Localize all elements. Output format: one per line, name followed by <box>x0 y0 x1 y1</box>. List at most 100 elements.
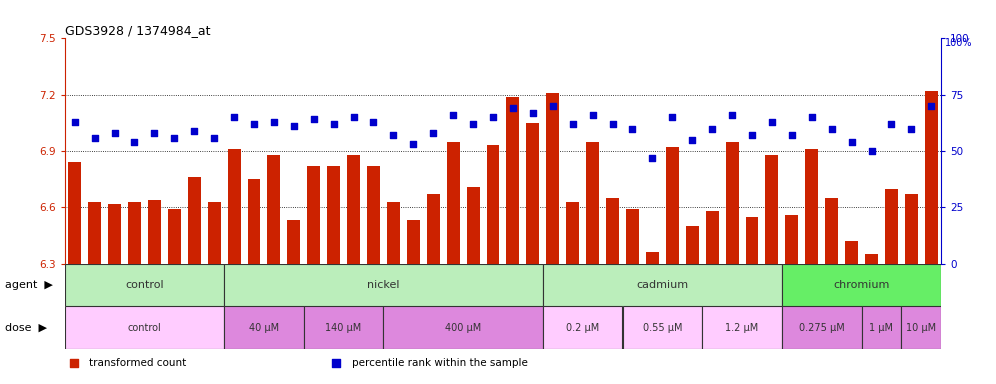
Bar <box>108 204 122 264</box>
Point <box>146 130 162 136</box>
Bar <box>782 264 941 306</box>
Bar <box>785 215 798 264</box>
Text: 400 μM: 400 μM <box>445 323 481 333</box>
Text: 0.275 μM: 0.275 μM <box>799 323 845 333</box>
Text: 0.55 μM: 0.55 μM <box>642 323 682 333</box>
Point <box>206 134 222 141</box>
Text: 1.2 μM: 1.2 μM <box>725 323 759 333</box>
Text: 100%: 100% <box>945 38 973 48</box>
Text: GDS3928 / 1374984_at: GDS3928 / 1374984_at <box>65 24 210 37</box>
Bar <box>845 241 858 264</box>
Point <box>67 119 83 125</box>
Point <box>246 121 262 127</box>
Bar <box>224 264 543 306</box>
Point <box>286 123 302 129</box>
Point <box>425 130 441 136</box>
Point <box>87 134 103 141</box>
Text: control: control <box>127 323 161 333</box>
Point <box>485 114 501 120</box>
Bar <box>543 264 782 306</box>
Bar <box>367 166 379 264</box>
Bar <box>645 252 659 264</box>
Point <box>186 128 202 134</box>
Bar <box>307 166 320 264</box>
Point <box>923 103 939 109</box>
Point <box>545 103 561 109</box>
Point <box>405 141 421 147</box>
Point <box>764 119 780 125</box>
Point <box>575 206 591 212</box>
Point <box>824 126 840 132</box>
Text: agent  ▶: agent ▶ <box>5 280 53 290</box>
Bar <box>685 226 698 264</box>
Bar <box>745 217 758 264</box>
Bar <box>486 146 499 264</box>
Bar <box>304 306 383 349</box>
Bar <box>924 91 937 264</box>
Point <box>585 112 601 118</box>
Text: transformed count: transformed count <box>90 358 186 368</box>
Bar <box>884 189 897 264</box>
Bar <box>68 162 81 264</box>
Point <box>107 130 123 136</box>
Point <box>126 139 142 145</box>
Point <box>505 105 521 111</box>
Text: dose  ▶: dose ▶ <box>5 323 47 333</box>
Bar <box>147 200 161 264</box>
Bar <box>406 220 419 264</box>
Point <box>704 126 720 132</box>
Bar <box>805 149 818 264</box>
Bar <box>466 187 479 264</box>
Bar <box>386 202 399 264</box>
Bar <box>167 209 181 264</box>
Bar <box>506 97 519 264</box>
Bar <box>865 254 877 264</box>
Text: cadmium: cadmium <box>636 280 688 290</box>
Text: 40 μM: 40 μM <box>249 323 279 333</box>
Bar <box>705 211 719 264</box>
Text: control: control <box>125 280 163 290</box>
Point <box>804 114 820 120</box>
Bar <box>65 264 224 306</box>
Point <box>644 155 660 161</box>
Text: 1 μM: 1 μM <box>870 323 893 333</box>
Text: chromium: chromium <box>834 280 889 290</box>
Point <box>903 126 919 132</box>
Point <box>864 148 879 154</box>
Point <box>346 114 362 120</box>
Point <box>883 121 899 127</box>
Bar <box>207 202 220 264</box>
Bar <box>665 147 678 264</box>
Point <box>306 116 322 122</box>
Bar <box>383 306 543 349</box>
Bar <box>247 179 261 264</box>
Point <box>784 132 800 138</box>
Point <box>385 132 401 138</box>
Bar <box>526 123 539 264</box>
Text: nickel: nickel <box>368 280 399 290</box>
Bar <box>566 202 579 264</box>
Bar <box>725 142 738 264</box>
Bar <box>347 155 360 264</box>
Bar <box>127 202 141 264</box>
Bar <box>622 306 702 349</box>
Bar <box>904 194 917 264</box>
Point <box>605 121 621 127</box>
Bar <box>65 306 224 349</box>
Bar <box>224 306 304 349</box>
Bar <box>187 177 200 264</box>
Point <box>166 134 182 141</box>
Bar <box>426 194 439 264</box>
Point <box>525 110 541 116</box>
Bar <box>606 198 619 264</box>
Bar <box>765 155 778 264</box>
Bar <box>901 306 941 349</box>
Bar <box>287 220 300 264</box>
Bar <box>446 142 459 264</box>
Bar <box>862 306 901 349</box>
Point <box>226 114 242 120</box>
Point <box>565 121 581 127</box>
Point <box>266 119 282 125</box>
Text: 10 μM: 10 μM <box>906 323 936 333</box>
Point <box>445 112 461 118</box>
